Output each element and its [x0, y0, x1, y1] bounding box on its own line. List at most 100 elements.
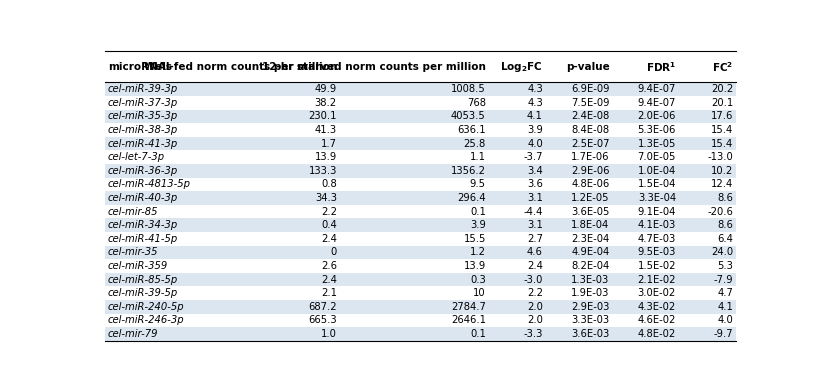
- Text: 0.3: 0.3: [470, 275, 486, 285]
- Text: 0.1: 0.1: [470, 329, 486, 339]
- Text: 0.1: 0.1: [470, 207, 486, 217]
- Bar: [106, 51, 736, 82]
- Text: -9.7: -9.7: [713, 329, 733, 339]
- Text: 9.5: 9.5: [470, 179, 486, 189]
- Text: 6.4: 6.4: [717, 234, 733, 244]
- Text: cel-miR-246-3p: cel-miR-246-3p: [108, 315, 185, 326]
- Text: 2.3E-04: 2.3E-04: [571, 234, 609, 244]
- Text: $\mathbf{Log_2FC}$: $\mathbf{Log_2FC}$: [500, 60, 543, 74]
- Text: 4.3: 4.3: [527, 98, 543, 108]
- Text: 1356.2: 1356.2: [451, 166, 486, 176]
- Text: -3.0: -3.0: [524, 275, 543, 285]
- Text: 3.9: 3.9: [527, 125, 543, 135]
- Bar: [106, 110, 736, 123]
- Bar: [106, 327, 736, 341]
- Bar: [106, 191, 736, 205]
- Text: 12.4: 12.4: [711, 179, 733, 189]
- Text: 8.6: 8.6: [717, 220, 733, 230]
- Text: 2.9E-03: 2.9E-03: [571, 302, 609, 312]
- Text: cel-miR-85-5p: cel-miR-85-5p: [108, 275, 178, 285]
- Text: 0: 0: [330, 248, 337, 257]
- Bar: [106, 137, 736, 151]
- Text: 3.3E-03: 3.3E-03: [571, 315, 609, 326]
- Text: 665.3: 665.3: [308, 315, 337, 326]
- Text: 4.0: 4.0: [527, 139, 543, 149]
- Text: 1.2: 1.2: [470, 248, 486, 257]
- Text: cel-miR-34-3p: cel-miR-34-3p: [108, 220, 178, 230]
- Text: $\mathbf{FC^2}$: $\mathbf{FC^2}$: [712, 60, 733, 74]
- Text: microRNAs: microRNAs: [108, 62, 172, 72]
- Bar: [106, 300, 736, 314]
- Text: 0.4: 0.4: [321, 220, 337, 230]
- Text: 5.3E-06: 5.3E-06: [637, 125, 676, 135]
- Text: 7.5E-09: 7.5E-09: [571, 98, 609, 108]
- Text: cel-mir-85: cel-mir-85: [108, 207, 159, 217]
- Text: 2.4: 2.4: [321, 275, 337, 285]
- Text: 2.0: 2.0: [527, 315, 543, 326]
- Text: 1.5E-02: 1.5E-02: [637, 261, 676, 271]
- Text: 20.2: 20.2: [711, 84, 733, 94]
- Text: 1.1: 1.1: [470, 152, 486, 162]
- Text: cel-miR-39-3p: cel-miR-39-3p: [108, 84, 178, 94]
- Text: 9.4E-07: 9.4E-07: [637, 84, 676, 94]
- Text: 2784.7: 2784.7: [451, 302, 486, 312]
- Text: 4.8E-06: 4.8E-06: [571, 179, 609, 189]
- Text: 15.4: 15.4: [711, 125, 733, 135]
- Text: 2.1: 2.1: [321, 288, 337, 298]
- Text: 1.9E-03: 1.9E-03: [571, 288, 609, 298]
- Text: cel-miR-36-3p: cel-miR-36-3p: [108, 166, 178, 176]
- Text: cel-miR-41-3p: cel-miR-41-3p: [108, 139, 178, 149]
- Text: 1.0E-04: 1.0E-04: [638, 166, 676, 176]
- Text: 15.5: 15.5: [464, 234, 486, 244]
- Text: 3.9: 3.9: [470, 220, 486, 230]
- Bar: [106, 232, 736, 246]
- Text: 2.2: 2.2: [321, 207, 337, 217]
- Text: 2.4: 2.4: [321, 234, 337, 244]
- Text: 13.9: 13.9: [315, 152, 337, 162]
- Text: cel-mir-35: cel-mir-35: [108, 248, 159, 257]
- Text: 2.4: 2.4: [527, 261, 543, 271]
- Text: cel-miR-35-3p: cel-miR-35-3p: [108, 111, 178, 121]
- Text: cel-miR-359: cel-miR-359: [108, 261, 169, 271]
- Text: 2.1E-02: 2.1E-02: [637, 275, 676, 285]
- Text: -7.9: -7.9: [713, 275, 733, 285]
- Text: 2646.1: 2646.1: [451, 315, 486, 326]
- Bar: [106, 96, 736, 110]
- Text: 4.6E-02: 4.6E-02: [637, 315, 676, 326]
- Text: 4053.5: 4053.5: [451, 111, 486, 121]
- Text: 4.7: 4.7: [717, 288, 733, 298]
- Text: 10: 10: [473, 288, 486, 298]
- Bar: [106, 151, 736, 164]
- Bar: [106, 178, 736, 191]
- Text: cel-miR-240-5p: cel-miR-240-5p: [108, 302, 185, 312]
- Text: 2.0E-06: 2.0E-06: [637, 111, 676, 121]
- Text: 1.3E-05: 1.3E-05: [637, 139, 676, 149]
- Text: 4.1: 4.1: [717, 302, 733, 312]
- Bar: [106, 164, 736, 178]
- Text: 2.7: 2.7: [527, 234, 543, 244]
- Text: 687.2: 687.2: [308, 302, 337, 312]
- Bar: [106, 259, 736, 273]
- Text: 34.3: 34.3: [315, 193, 337, 203]
- Text: 768: 768: [467, 98, 486, 108]
- Text: 2.4E-08: 2.4E-08: [571, 111, 609, 121]
- Text: cel-miR-39-5p: cel-miR-39-5p: [108, 288, 178, 298]
- Text: 0.8: 0.8: [321, 179, 337, 189]
- Text: 296.4: 296.4: [457, 193, 486, 203]
- Text: 4.7E-03: 4.7E-03: [638, 234, 676, 244]
- Text: cel-miR-38-3p: cel-miR-38-3p: [108, 125, 178, 135]
- Text: 2.5E-07: 2.5E-07: [571, 139, 609, 149]
- Text: 1.5E-04: 1.5E-04: [637, 179, 676, 189]
- Text: 8.4E-08: 8.4E-08: [571, 125, 609, 135]
- Text: cel-miR-40-3p: cel-miR-40-3p: [108, 193, 178, 203]
- Text: 2.6: 2.6: [321, 261, 337, 271]
- Text: 9.1E-04: 9.1E-04: [637, 207, 676, 217]
- Text: 3.6E-03: 3.6E-03: [571, 329, 609, 339]
- Text: 1.7E-06: 1.7E-06: [571, 152, 609, 162]
- Text: 38.2: 38.2: [315, 98, 337, 108]
- Text: 12-hr starved norm counts per million: 12-hr starved norm counts per million: [262, 62, 486, 72]
- Text: 1.2E-05: 1.2E-05: [571, 193, 609, 203]
- Text: 3.6E-05: 3.6E-05: [571, 207, 609, 217]
- Text: 9.5E-03: 9.5E-03: [637, 248, 676, 257]
- Text: -3.3: -3.3: [524, 329, 543, 339]
